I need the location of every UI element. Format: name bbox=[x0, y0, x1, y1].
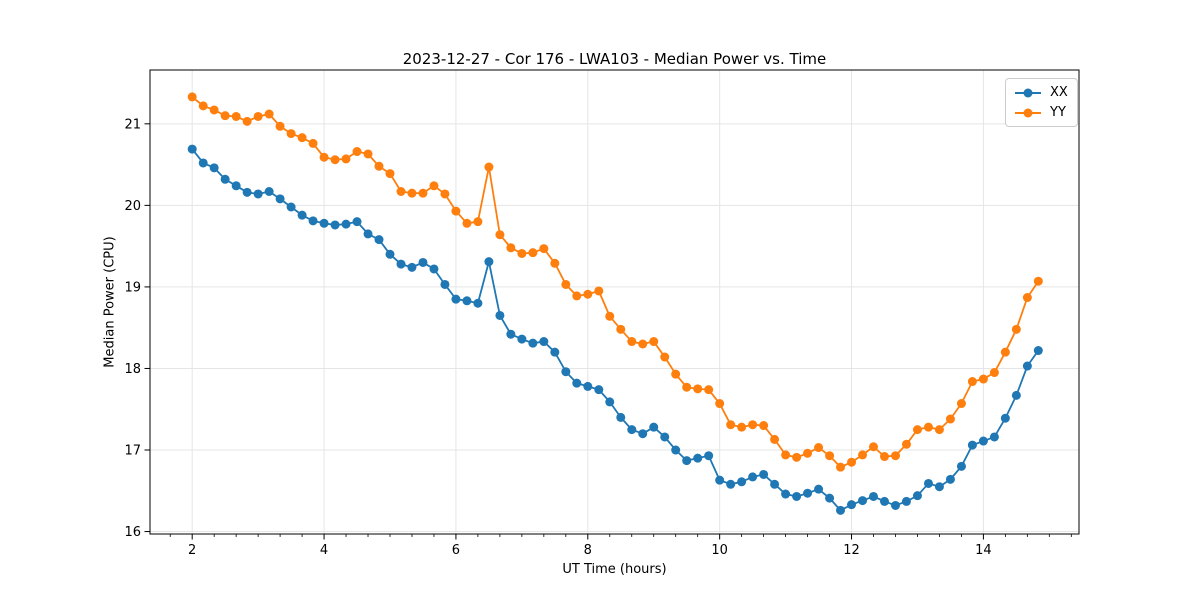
svg-text:2: 2 bbox=[188, 543, 196, 558]
legend-label-xx: XX bbox=[1050, 85, 1068, 100]
svg-text:19: 19 bbox=[124, 280, 141, 295]
chart-title: 2023-12-27 - Cor 176 - LWA103 - Median P… bbox=[402, 50, 827, 68]
svg-text:21: 21 bbox=[124, 117, 141, 132]
x-axis-label: UT Time (hours) bbox=[562, 562, 667, 577]
legend: XX YY bbox=[1005, 78, 1078, 127]
legend-item-yy: YY bbox=[1013, 103, 1068, 122]
svg-text:8: 8 bbox=[584, 543, 592, 558]
legend-item-xx: XX bbox=[1013, 83, 1068, 102]
svg-text:6: 6 bbox=[452, 543, 460, 558]
svg-text:10: 10 bbox=[711, 543, 728, 558]
svg-text:4: 4 bbox=[320, 543, 328, 558]
legend-label-yy: YY bbox=[1050, 105, 1066, 120]
svg-text:20: 20 bbox=[124, 199, 141, 214]
legend-line-marker-xx bbox=[1015, 88, 1041, 97]
svg-text:17: 17 bbox=[124, 444, 141, 459]
svg-text:12: 12 bbox=[843, 543, 860, 558]
svg-text:18: 18 bbox=[124, 362, 141, 377]
svg-text:14: 14 bbox=[975, 543, 992, 558]
legend-line-marker-yy bbox=[1015, 108, 1041, 117]
svg-text:16: 16 bbox=[124, 525, 141, 540]
y-axis-label: Median Power (CPU) bbox=[102, 236, 118, 368]
